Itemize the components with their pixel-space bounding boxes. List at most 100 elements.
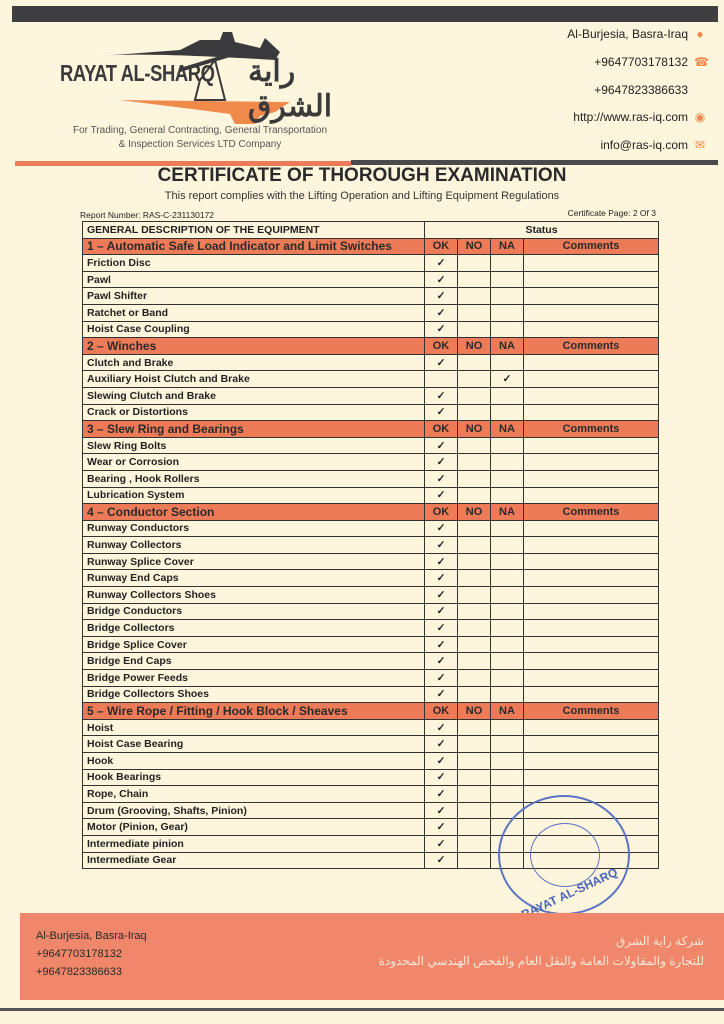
comments-cell	[523, 469, 659, 488]
item-name: Runway Conductors	[82, 519, 425, 538]
checkmark-icon: ✓	[436, 472, 446, 485]
footer-arabic-line-2: للتجارة والمقاولات العامة والنقل العام و…	[378, 954, 704, 968]
company-tagline: For Trading, General Contracting, Genera…	[40, 124, 360, 152]
status-ok-cell: ✓	[424, 768, 458, 787]
table-row: Runway Splice Cover ✓	[82, 552, 659, 571]
column-no-label: NO	[457, 237, 491, 256]
table-row: Hook Bearings ✓	[82, 768, 659, 787]
status-no-cell	[457, 718, 491, 737]
status-no-cell	[457, 353, 491, 372]
checkmark-icon: ✓	[436, 406, 446, 419]
status-na-cell	[490, 586, 524, 604]
comments-cell	[523, 619, 659, 637]
section-title: 4 – Conductor Section	[82, 503, 425, 521]
checkmark-icon: ✓	[436, 389, 446, 402]
column-comments-label: Comments	[523, 503, 659, 521]
column-comments-label: Comments	[523, 337, 659, 355]
checkmark-icon: ✓	[436, 588, 446, 601]
status-ok-cell: ✓	[424, 586, 458, 604]
status-ok-cell: ✓	[424, 635, 458, 654]
item-name: Runway Collectors Shoes	[82, 586, 425, 604]
status-no-cell	[457, 735, 491, 753]
status-ok-cell: ✓	[424, 801, 458, 820]
column-ok-label: OK	[424, 503, 458, 521]
item-name: Hook Bearings	[82, 768, 425, 787]
checkmark-icon: ✓	[436, 456, 446, 469]
section-header-row: 3 – Slew Ring and Bearings OK NO NA Comments	[82, 420, 659, 438]
comments-cell	[523, 718, 659, 737]
bottom-line	[0, 1008, 724, 1011]
table-row: Friction Disc ✓	[82, 254, 659, 272]
status-na-cell	[490, 353, 524, 372]
checkmark-icon: ✓	[436, 721, 446, 734]
item-name: Runway End Caps	[82, 569, 425, 588]
status-na-cell	[490, 785, 524, 803]
item-name: Pawl Shifter	[82, 287, 425, 305]
section-header-row: 2 – Winches OK NO NA Comments	[82, 337, 659, 355]
table-row: Crack or Distortions ✓	[82, 403, 659, 422]
column-ok-label: OK	[424, 237, 458, 256]
status-no-cell	[457, 403, 491, 422]
status-ok-cell: ✓	[424, 436, 458, 455]
status-no-cell	[457, 785, 491, 803]
status-no-cell	[457, 303, 491, 322]
certificate-page: Certificate Page: 2 Of 3	[567, 208, 656, 218]
section-header-row: 4 – Conductor Section OK NO NA Comments	[82, 503, 659, 521]
status-ok-cell: ✓	[424, 403, 458, 422]
item-name: Rope, Chain	[82, 785, 425, 803]
checkmark-icon: ✓	[436, 306, 446, 319]
status-no-cell	[457, 536, 491, 554]
comments-cell	[523, 635, 659, 654]
status-no-cell	[457, 469, 491, 488]
table-row: Pawl ✓	[82, 270, 659, 289]
checkmark-icon: ✓	[436, 290, 446, 303]
footer-phone-1: +9647703178132	[36, 948, 122, 960]
website-text: http://www.ras-iq.com	[573, 110, 688, 124]
status-ok-cell: ✓	[424, 453, 458, 471]
table-row: Hoist Case Bearing ✓	[82, 735, 659, 753]
status-na-cell	[490, 602, 524, 621]
contact-phone-2: +9647823386633	[448, 83, 688, 97]
status-no-cell	[457, 801, 491, 820]
column-ok-label: OK	[424, 420, 458, 438]
item-name: Slewing Clutch and Brake	[82, 386, 425, 405]
status-ok-cell	[424, 370, 458, 388]
top-bar	[12, 6, 718, 22]
comments-cell	[523, 685, 659, 704]
status-na-cell	[490, 436, 524, 455]
status-no-cell	[457, 752, 491, 770]
item-name: Runway Collectors	[82, 536, 425, 554]
column-na-label: NA	[490, 702, 524, 720]
header-status: Status	[424, 221, 659, 239]
comments-cell	[523, 519, 659, 538]
item-name: Friction Disc	[82, 254, 425, 272]
status-ok-cell: ✓	[424, 486, 458, 505]
item-name: Clutch and Brake	[82, 353, 425, 372]
comments-cell	[523, 303, 659, 322]
tagline-line-2: & Inspection Services LTD Company	[118, 139, 282, 150]
checkmark-icon: ✓	[436, 489, 446, 502]
status-no-cell	[457, 635, 491, 654]
status-ok-cell: ✓	[424, 851, 458, 870]
table-row: Hook ✓	[82, 752, 659, 770]
item-name: Bridge Conductors	[82, 602, 425, 621]
table-row: Pawl Shifter ✓	[82, 287, 659, 305]
column-comments-label: Comments	[523, 237, 659, 256]
checkmark-icon: ✓	[502, 373, 512, 386]
status-ok-cell: ✓	[424, 652, 458, 671]
item-name: Bridge End Caps	[82, 652, 425, 671]
status-ok-cell: ✓	[424, 519, 458, 538]
table-row: Wear or Corrosion ✓	[82, 453, 659, 471]
status-ok-cell: ✓	[424, 303, 458, 322]
table-row: Bridge Conductors ✓	[82, 602, 659, 621]
divider-orange	[15, 161, 351, 166]
status-no-cell	[457, 569, 491, 588]
checkmark-icon: ✓	[436, 555, 446, 568]
status-na-cell	[490, 718, 524, 737]
footer-address: Al-Burjesia, Basra-Iraq	[36, 930, 147, 942]
comments-cell	[523, 287, 659, 305]
table-row: Hoist ✓	[82, 718, 659, 737]
status-na-cell	[490, 652, 524, 671]
address-text: Al-Burjesia, Basra-Iraq	[567, 27, 688, 41]
item-name: Auxiliary Hoist Clutch and Brake	[82, 370, 425, 388]
